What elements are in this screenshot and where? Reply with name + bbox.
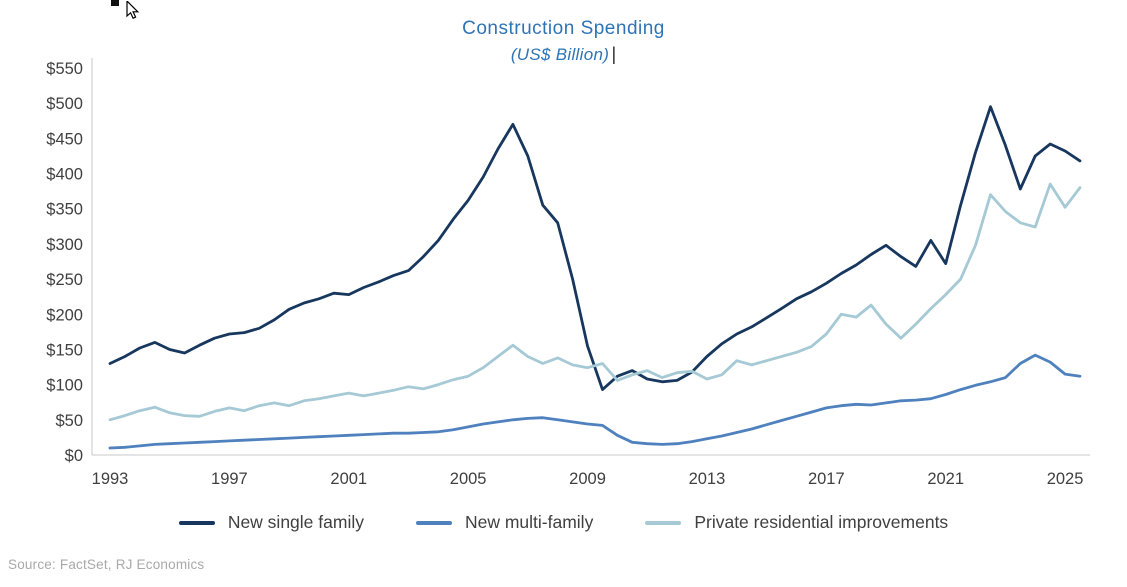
svg-text:2001: 2001 <box>330 470 367 488</box>
svg-text:$350: $350 <box>46 201 83 219</box>
svg-text:$200: $200 <box>46 306 83 324</box>
legend-item-single-family[interactable]: New single family <box>178 512 364 533</box>
svg-text:$0: $0 <box>65 447 83 465</box>
svg-text:$500: $500 <box>46 95 83 113</box>
legend-label: New single family <box>227 512 364 532</box>
svg-text:2005: 2005 <box>450 470 487 488</box>
chart-subtitle[interactable]: (US$ Billion) | <box>0 42 1127 67</box>
svg-text:$400: $400 <box>46 166 83 184</box>
chart-title[interactable]: Construction Spending <box>462 18 665 39</box>
legend-item-improvements[interactable]: Private residential improvements <box>645 512 948 533</box>
svg-text:$150: $150 <box>46 341 83 359</box>
svg-text:$300: $300 <box>46 236 83 254</box>
svg-text:$100: $100 <box>46 377 83 395</box>
mouse-cursor-icon <box>126 1 140 19</box>
svg-text:$550: $550 <box>46 60 83 78</box>
legend-swatch-single-family <box>178 520 215 525</box>
chart-title-block[interactable]: Construction Spending (US$ Billion) | <box>0 16 1127 67</box>
legend-swatch-multi-family <box>415 520 452 525</box>
legend-label: Private residential improvements <box>694 512 949 532</box>
svg-text:2017: 2017 <box>808 470 845 488</box>
legend-label: New multi-family <box>464 512 594 532</box>
chart-legend: New single family New multi-family Priva… <box>0 512 1127 533</box>
svg-text:$450: $450 <box>46 130 83 148</box>
svg-text:$50: $50 <box>55 412 83 430</box>
svg-text:2021: 2021 <box>927 470 964 488</box>
svg-text:2025: 2025 <box>1047 470 1084 488</box>
svg-text:2009: 2009 <box>569 470 606 488</box>
source-note: Source: FactSet, RJ Economics <box>8 557 205 572</box>
legend-item-multi-family[interactable]: New multi-family <box>415 512 594 533</box>
chart-subtitle-text: (US$ Billion) <box>510 44 610 64</box>
legend-swatch-improvements <box>645 520 682 525</box>
svg-text:1993: 1993 <box>92 470 129 488</box>
svg-text:$250: $250 <box>46 271 83 289</box>
construction-spending-chart: $0 $50 $100 $150 $200 $250 $300 $350 $400 $450 $50… <box>46 58 1090 488</box>
text-caret: | <box>611 43 617 64</box>
svg-text:2013: 2013 <box>689 470 726 488</box>
screen-artifact <box>111 0 119 6</box>
svg-text:1997: 1997 <box>211 470 248 488</box>
